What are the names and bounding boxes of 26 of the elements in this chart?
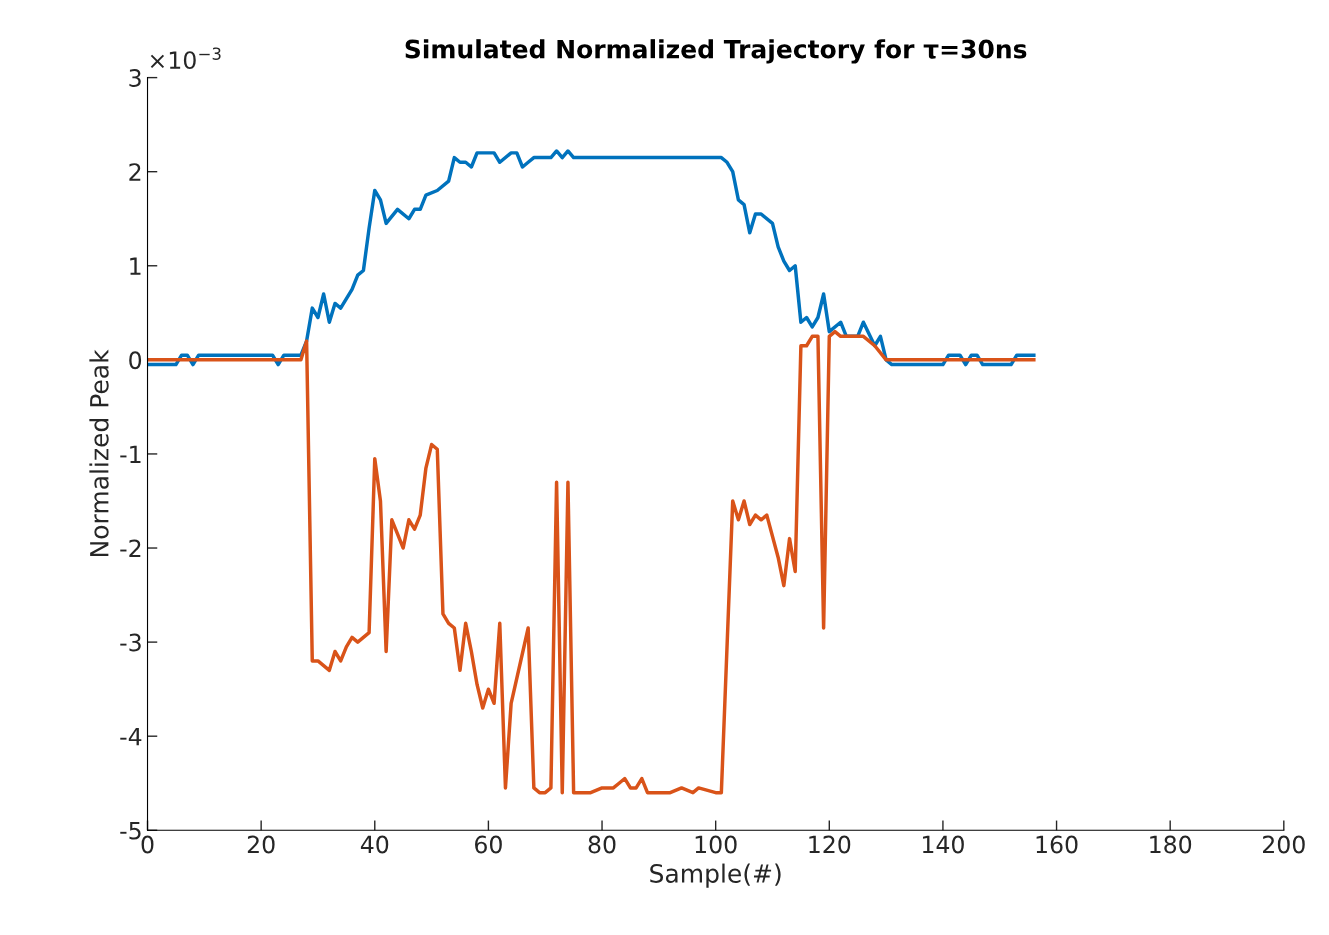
y-tick-label: 3 bbox=[129, 69, 141, 87]
x-axis-title: Sample(#) bbox=[650, 863, 781, 888]
y-tick-label: -5 bbox=[120, 822, 141, 840]
y-tick-label: -2 bbox=[120, 539, 141, 557]
x-tick-label: 140 bbox=[922, 835, 964, 854]
y-tick-label: -3 bbox=[120, 633, 141, 652]
x-tick-label: 160 bbox=[1036, 835, 1078, 854]
y-tick-label: -1 bbox=[120, 445, 141, 463]
x-tick-label: 80 bbox=[588, 835, 616, 854]
x-tick-label: 20 bbox=[247, 835, 275, 854]
x-tick-label: 0 bbox=[141, 835, 154, 854]
y-tick-label: 1 bbox=[130, 257, 141, 275]
chart-title: Simulated Normalized Trajectory for τ=30ns bbox=[405, 39, 1027, 64]
x-tick-label: 120 bbox=[809, 835, 851, 854]
x-tick-label: 180 bbox=[1150, 835, 1192, 854]
x-tick-label: 40 bbox=[360, 835, 389, 854]
y-tick-label: -4 bbox=[120, 727, 142, 746]
x-tick-label: 60 bbox=[475, 835, 502, 854]
text: ×10$^{−3}$ bbox=[150, 47, 221, 70]
y-axis-title: Normalized Peak bbox=[89, 349, 109, 557]
x-tick-label: 200 bbox=[1263, 835, 1305, 854]
line-series bbox=[147, 149, 1036, 367]
y-tick-label: 0 bbox=[129, 351, 142, 370]
y-tick-label: 2 bbox=[129, 163, 141, 181]
line-series bbox=[147, 329, 1036, 795]
x-tick-label: 100 bbox=[695, 835, 737, 854]
